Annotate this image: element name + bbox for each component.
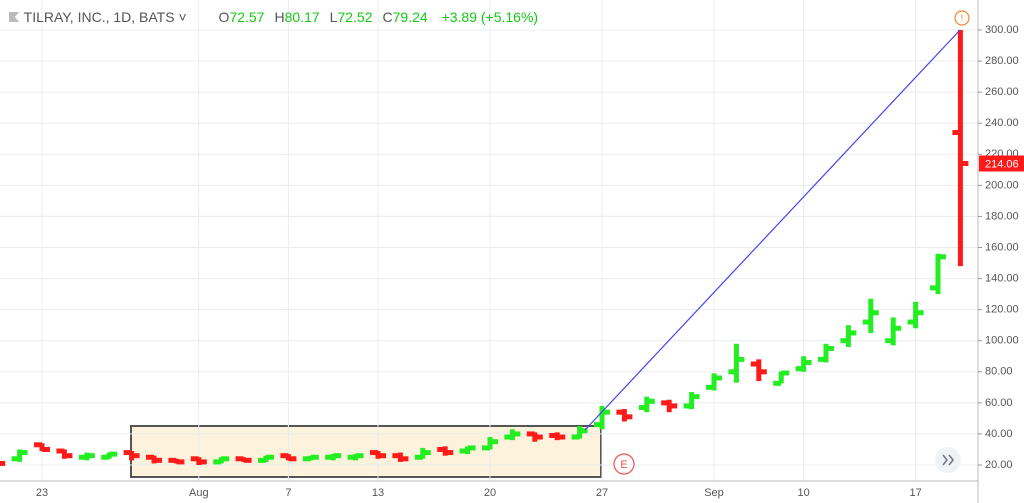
y-tick-label: 160.00: [985, 241, 1019, 253]
x-tick-label: Aug: [189, 487, 209, 499]
field-label: H: [274, 9, 285, 25]
earnings-label: E: [620, 459, 627, 471]
field-value: 79.24: [392, 9, 428, 25]
y-tick-label: 40.00: [985, 428, 1013, 440]
legend-header: TILRAY, INC., 1D, BATS ˅ O72.57 H80.17 L72…: [8, 9, 538, 25]
ohlc-values: O72.57 H80.17 L72.52 C79.24: [219, 9, 438, 25]
x-tick-label: 17: [909, 487, 921, 499]
last-price-label: 214.06: [985, 158, 1019, 170]
last-price-box: [979, 155, 1024, 172]
x-tick-label: 10: [797, 487, 809, 499]
earnings-marker[interactable]: [613, 453, 635, 475]
field-label: C: [382, 9, 393, 25]
field-label: L: [329, 9, 338, 25]
field-value: 80.17: [284, 9, 320, 25]
x-tick-label: 13: [372, 487, 384, 499]
x-tick-label: 27: [596, 487, 608, 499]
alert-marker[interactable]: [954, 10, 970, 26]
dropdown[interactable]: ˅: [174, 9, 187, 25]
y-tick-label: 20.00: [985, 459, 1013, 471]
x-tick-label: 20: [484, 487, 496, 499]
symbol[interactable]: TILRAY, INC., 1D, BATS: [23, 9, 175, 25]
y-tick-label: 180.00: [985, 210, 1019, 222]
field-label: O: [218, 9, 230, 25]
flag-icon: [9, 12, 19, 22]
y-tick-label: 100.00: [985, 335, 1019, 347]
y-tick-label: 140.00: [985, 272, 1019, 284]
y-tick-label: 280.00: [985, 55, 1019, 67]
field-value: 72.52: [337, 9, 373, 25]
trend-line: [584, 29, 961, 431]
y-tick-label: 300.00: [985, 24, 1019, 36]
y-tick-label: 260.00: [985, 86, 1019, 98]
plot: [0, 0, 978, 481]
change: +3.89 (+5.16%): [441, 9, 539, 25]
y-tick-label: 80.00: [985, 366, 1013, 378]
field-value: 72.57: [229, 9, 265, 25]
alert-label: !: [961, 14, 964, 25]
scroll-icon: [942, 454, 955, 466]
x-tick-label: 7: [285, 487, 291, 499]
range-box: [130, 425, 602, 478]
x-tick-label: Sep: [704, 487, 724, 499]
y-tick-label: 240.00: [985, 117, 1019, 129]
y-tick-label: 200.00: [985, 179, 1019, 191]
x-tick-label: 23: [36, 487, 48, 499]
y-tick-label: 120.00: [985, 304, 1019, 316]
y-tick-label: 60.00: [985, 397, 1013, 409]
